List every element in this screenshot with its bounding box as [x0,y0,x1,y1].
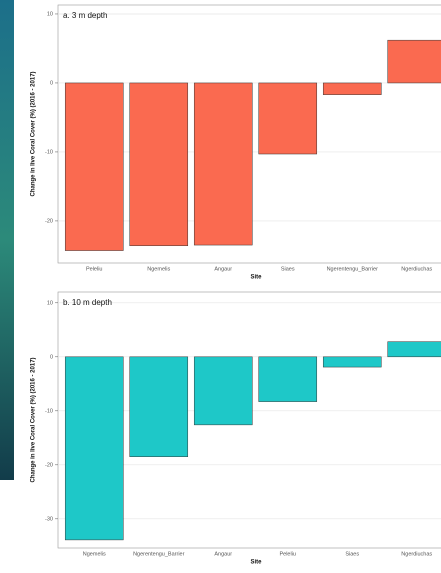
bar [322,82,382,95]
y-tick-label: -10 [45,408,53,414]
y-tick-label: -20 [45,462,53,468]
bar [64,82,124,251]
y-axis-label: Change in live Coral Cover (%) (2016 - 2… [31,71,37,196]
x-tick-label: Angaur [214,266,232,272]
y-tick-label: -20 [45,218,53,224]
bar [387,39,441,84]
bar [129,356,189,457]
x-tick-label: Siaes [281,266,295,272]
chart-title: a. 3 m depth [63,11,107,20]
chart-title: b. 10 m depth [63,298,112,307]
x-tick-label: Ngemelis [147,266,170,272]
x-tick-label: Ngerentengu_Barrier [327,266,379,272]
x-tick-label: Ngerdiuchas [401,266,432,272]
x-tick-label: Ngerdiuchas [401,551,432,557]
y-axis-label: Change in live Coral Cover (%) (2016 - 2… [31,357,37,482]
y-tick-label: -30 [45,516,53,522]
x-axis-label: Site [250,560,262,566]
x-tick-label: Siaes [345,551,359,557]
bar [258,82,318,155]
bar [322,356,382,368]
x-tick-label: Peleliu [86,266,103,272]
bar [129,82,189,247]
bar [387,341,441,358]
x-tick-label: Ngerentengu_Barrier [133,551,185,557]
bar [193,82,253,246]
y-tick-label: 0 [50,80,53,86]
y-tick-label: -10 [45,149,53,155]
y-tick-label: 10 [47,300,53,306]
side-photo [0,0,14,480]
bar [64,356,124,541]
bar [258,356,318,402]
x-tick-label: Ngemelis [83,551,106,557]
bar [193,356,253,426]
y-tick-label: 10 [47,11,53,17]
x-tick-label: Angaur [214,551,232,557]
x-axis-label: Site [250,275,262,281]
x-tick-label: Peleliu [279,551,296,557]
y-tick-label: 0 [50,354,53,360]
